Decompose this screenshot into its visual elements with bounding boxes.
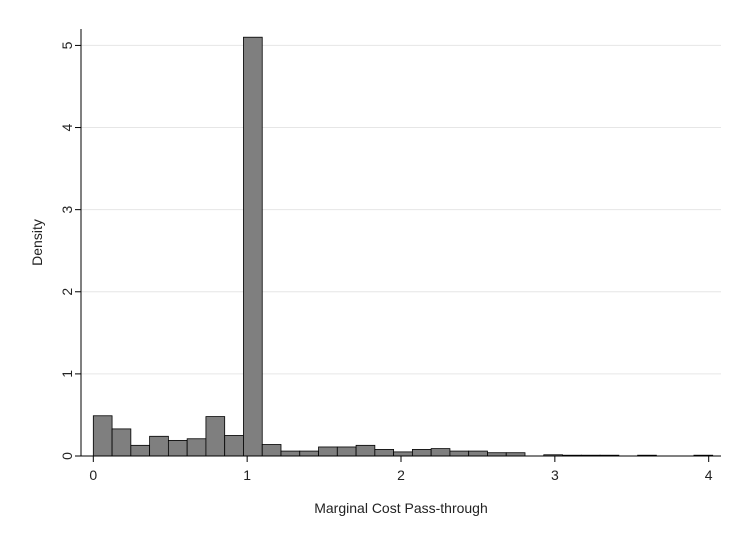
y-tick-label: 4 (59, 123, 75, 131)
histogram-bar (355, 444, 376, 457)
y-axis-title: Density (29, 219, 45, 266)
axes (80, 29, 721, 457)
histogram-bar (336, 446, 357, 457)
histogram-bar (167, 439, 188, 457)
x-tick-label: 2 (397, 467, 405, 483)
histogram-bar (130, 444, 151, 457)
y-tick-label: 2 (59, 288, 75, 296)
histogram-bar (374, 449, 395, 457)
histogram-bar (243, 36, 263, 457)
x-tick-label: 1 (243, 467, 251, 483)
y-tick-label: 1 (59, 370, 75, 378)
x-axis-title: Marginal Cost Pass-through (314, 500, 488, 516)
histogram-bar (430, 448, 451, 457)
histogram-bar (280, 450, 301, 457)
histogram-bar (468, 450, 488, 457)
histogram-bar (318, 446, 338, 457)
y-tick-label: 5 (59, 41, 75, 49)
x-tick-label: 3 (551, 467, 559, 483)
histogram-bar (393, 451, 413, 457)
histogram-bar (111, 428, 132, 457)
histogram-bar (92, 415, 113, 457)
histogram-bar (224, 435, 244, 457)
histogram-bar (411, 449, 432, 457)
histogram-bar (449, 450, 470, 457)
histogram-bar (205, 416, 226, 457)
y-tick-label: 3 (59, 206, 75, 214)
x-tick-label: 4 (705, 467, 713, 483)
tick-marks: 0 1 2 3 4 0 1 2 3 4 5 (59, 41, 713, 483)
histogram-bar (186, 438, 207, 457)
x-tick-label: 0 (89, 467, 97, 483)
y-tick-label: 0 (59, 452, 75, 460)
histogram-bars (92, 36, 714, 457)
histogram-bar (299, 450, 319, 457)
histogram-bar (261, 444, 282, 457)
grid-lines (81, 44, 721, 375)
histogram-bar (149, 435, 169, 457)
